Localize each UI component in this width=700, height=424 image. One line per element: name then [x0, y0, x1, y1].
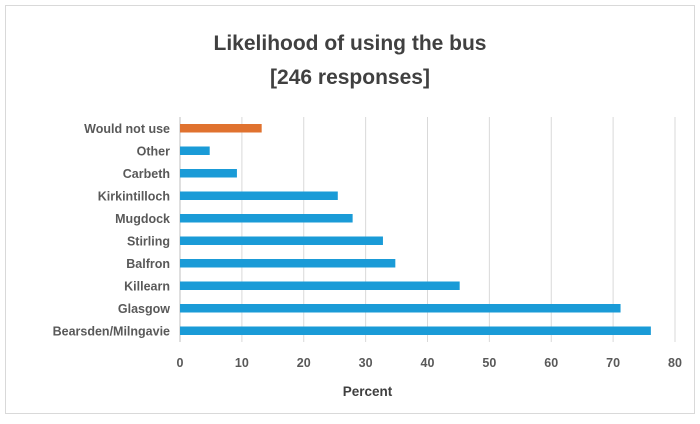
category-label: Killearn	[124, 279, 170, 293]
chart-subtitle: [246 responses]	[270, 66, 430, 89]
bar	[180, 326, 651, 335]
bar	[180, 259, 396, 268]
bar	[180, 304, 621, 313]
category-label: Other	[137, 144, 170, 158]
x-tick-label: 30	[359, 356, 373, 370]
x-tick-label: 0	[177, 356, 184, 370]
x-axis-title: Percent	[343, 384, 393, 399]
x-tick-label: 80	[668, 356, 682, 370]
bar	[180, 214, 353, 223]
x-tick-label: 70	[606, 356, 620, 370]
x-tick-label: 50	[482, 356, 496, 370]
category-label: Balfron	[126, 257, 170, 271]
x-tick-label: 10	[235, 356, 249, 370]
category-label: Kirkintilloch	[98, 189, 170, 203]
chart-title: Likelihood of using the bus	[213, 32, 487, 55]
bar-chart: Would not use Other Carbeth Kirkintilloch Mu…	[53, 117, 682, 399]
category-label: Mugdock	[115, 212, 170, 226]
x-tick-labels: 0 10 20 30 40 50 60 70 80	[177, 356, 682, 370]
bar	[180, 169, 237, 178]
bar	[180, 124, 262, 133]
x-tick-label: 40	[421, 356, 435, 370]
bar	[180, 236, 383, 245]
bars	[180, 124, 651, 335]
category-label: Stirling	[127, 234, 170, 248]
bar	[180, 191, 338, 200]
bar	[180, 281, 460, 290]
category-label: Would not use	[84, 122, 170, 136]
x-tick-label: 60	[544, 356, 558, 370]
category-labels: Would not use Other Carbeth Kirkintilloch Mu…	[53, 122, 171, 339]
category-label: Glasgow	[118, 302, 170, 316]
category-label: Bearsden/Milngavie	[53, 324, 170, 338]
bar	[180, 146, 210, 155]
chart-container: Likelihood of using the bus [246 respons…	[5, 5, 695, 414]
x-tick-label: 20	[297, 356, 311, 370]
category-label: Carbeth	[123, 167, 170, 181]
